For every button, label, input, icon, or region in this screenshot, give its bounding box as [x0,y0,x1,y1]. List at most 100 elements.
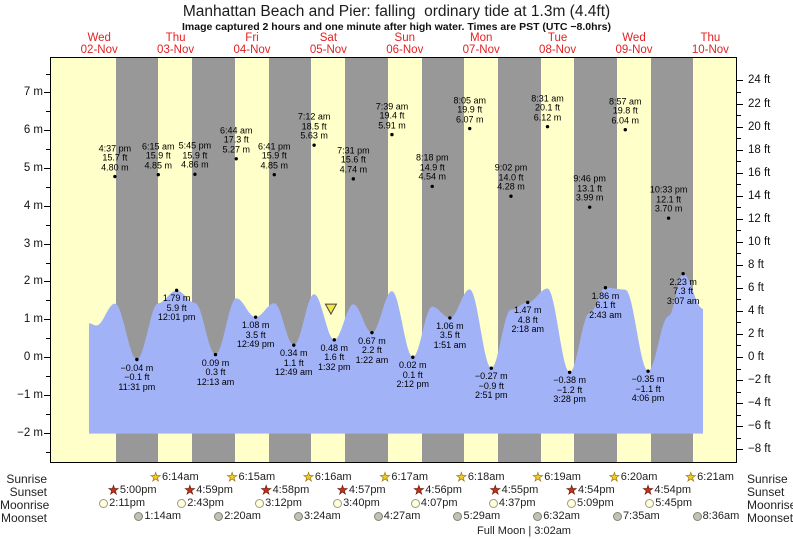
moonrise-circle-icon [177,498,187,508]
sunrise-time: 6:16am [314,471,352,483]
annotation-line: 5.9 ft [166,302,187,313]
sunrise-time: 6:21am [697,471,734,483]
y-axis-ft-minor-tick [737,345,741,347]
sunset-time: 4:55pm [501,484,539,496]
sunrise-entry: ★ 6:15am [226,470,275,484]
tide-plot-area: 4:37 pm 15.7 ft 4.80 m −0.04 m −0.1 ft 11:31 … [50,57,737,463]
high-tide-dot [193,172,197,176]
y-axis-m-label: 7 m [23,86,43,99]
sunrise-star-icon: ★ [379,470,391,484]
page-title: Manhattan Beach and Pier: falling ordina… [182,3,611,20]
moonrise-time: 5:45pm [655,497,692,509]
y-axis-ft-label: 6 ft [748,281,764,294]
moonrise-entry: 4:07pm [410,497,458,509]
sunset-star-icon: ★ [642,483,654,497]
y-axis-m-label: 1 m [23,313,43,326]
annotation-line: 20.1 ft [534,102,561,113]
annotation-line: 0.67 m [358,335,386,346]
moonrise-circle-icon [566,498,576,508]
annotation-line: 6:44 am [219,125,253,136]
low-tide-annotation: −0.27 m −0.9 ft 2:51 pm [475,372,508,401]
annotation-line: 2:51 pm [475,390,508,401]
moonset-entry: 3:24am [294,510,341,522]
y-axis-ft-tick [737,149,743,151]
y-axis-ft-minor-tick [737,230,741,232]
moonrise-circle-icon [410,498,420,508]
moonrise-time: 2:11pm [109,497,146,509]
annotation-line: 15.7 ft [102,152,128,163]
sunset-entry: ★ 4:57pm [337,484,386,497]
day-name: Thu [700,32,721,44]
annotation-line: 2.23 m [669,276,697,287]
sunset-time: 4:57pm [348,484,386,496]
y-axis-ft-tick [737,403,743,405]
annotation-line: 4:06 pm [631,393,665,404]
low-tide-annotation: −0.38 m −1.2 ft 3:28 pm [553,376,586,405]
high-tide-annotation: 8:57 am 19.8 ft 6.04 m [609,97,642,126]
annotation-line: 19.8 ft [612,105,638,116]
y-axis-ft-minor-tick [737,92,741,93]
day-name: Tue [547,32,568,44]
y-axis-ft-label: 14 ft [748,189,771,202]
moonset-circle-icon [533,511,543,521]
annotation-line: 3.99 m [575,192,604,203]
day-name: Wed [622,32,646,44]
annotation-line: 11:31 pm [118,381,156,392]
moonrise-time: 4:37pm [498,497,536,509]
high-tide-dot [351,177,356,181]
moonset-circle-icon [294,511,304,521]
day-label: Fri 04-Nov [233,32,270,56]
y-axis-ft-tick [737,380,743,382]
day-label: Tue 08-Nov [539,32,576,56]
annotation-line: 3:28 pm [553,394,586,405]
annotation-line: 4.74 m [339,164,368,175]
y-axis-ft-minor-tick [737,184,741,186]
high-tide-annotation: 6:15 am 15.9 ft 4.85 m [142,142,175,171]
y-axis-ft-tick [737,195,743,197]
y-axis-ft-minor-tick [737,322,741,324]
annotation-line: 3:07 am [666,295,700,306]
moonset-circle-icon [134,511,144,521]
annotation-line: 4.8 ft [517,314,538,325]
sunrise-star-icon: ★ [226,470,238,484]
sunrise-row-label: Sunrise [747,472,788,486]
moonset-time: 2:20am [224,510,261,522]
y-axis-ft-label: −8 ft [748,443,771,456]
sunset-entry: ★ 4:54pm [642,483,691,497]
y-axis-ft-label: 18 ft [748,143,771,156]
y-axis-ft-minor-tick [737,391,741,393]
sunset-entry: ★ 4:54pm [566,484,615,497]
moonset-time: 8:36am [702,510,740,522]
y-axis-m-minor-tick [46,224,50,226]
low-tide-annotation: 1.47 m 4.8 ft 2:18 am [511,306,544,335]
annotation-line: 0.34 m [280,348,308,359]
sunrise-star-icon: ★ [303,470,314,484]
high-tide-dot [666,216,671,220]
day-label: Mon 07-Nov [463,32,500,56]
annotation-line: 0.3 ft [205,367,226,378]
y-axis-ft-label: 20 ft [748,120,771,133]
y-axis-ft-label: 0 ft [748,351,764,363]
y-axis-m-minor-tick [46,300,50,302]
low-tide-dot [253,315,258,319]
y-axis-m-label: 6 m [23,124,43,137]
annotation-line: 7:12 am [297,111,331,122]
high-tide-dot [312,143,316,147]
moonrise-circle-icon [255,498,265,508]
y-axis-m-tick [44,243,50,245]
moonset-time: 7:35am [622,510,660,522]
annotation-line: 7:39 am [375,101,409,112]
annotation-line: 2:12 pm [396,379,430,390]
sunset-time: 4:54pm [577,484,615,496]
low-tide-annotation: 1.08 m 3.5 ft 12:49 pm [237,321,275,350]
moonrise-row-label: Moonrise [747,498,793,512]
y-axis-m-tick [44,92,50,94]
y-axis-ft-tick [737,449,743,451]
y-axis-m-tick [44,394,50,396]
moonset-time: 4:27am [383,510,421,522]
y-axis-m-minor-tick [46,149,50,151]
annotation-line: 0.02 m [399,360,427,371]
high-tide-annotation: 8:31 am 20.1 ft 6.12 m [531,94,564,123]
high-tide-annotation: 6:44 am 17.3 ft 5.27 m [220,126,253,155]
moonrise-entry: 2:43pm [177,497,224,509]
